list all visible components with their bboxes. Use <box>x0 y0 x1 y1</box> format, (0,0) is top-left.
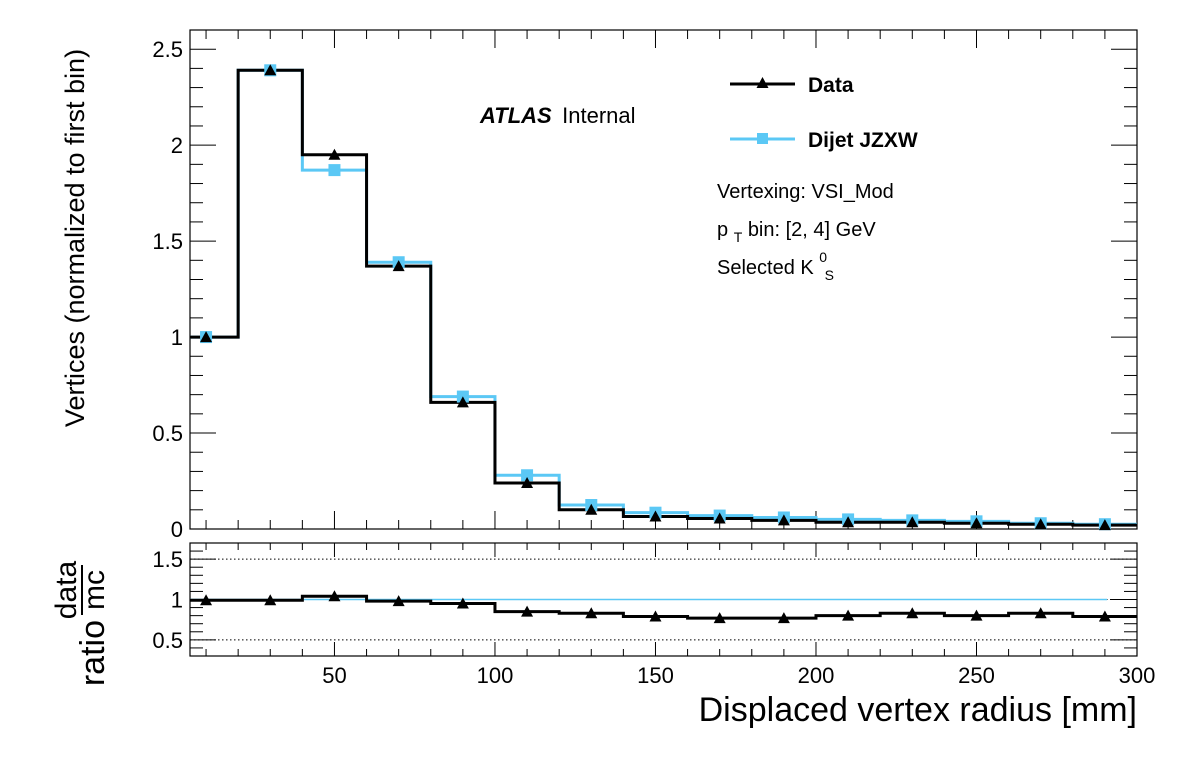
legend-data-label: Data <box>808 74 854 97</box>
data-point <box>392 260 405 272</box>
ratio-label-denominator: mc <box>78 570 111 610</box>
selected-sub: S <box>825 267 834 283</box>
ratio-point <box>649 610 662 622</box>
pt-bin-rest: bin: [2, 4] GeV <box>748 219 877 241</box>
data-point <box>906 516 919 528</box>
main-panel-frame <box>189 29 1138 530</box>
ratio-label-numerator: data <box>50 560 83 619</box>
atlas-label-bold: ATLAS <box>479 103 552 128</box>
x-tick-label: 100 <box>477 663 514 688</box>
x-axis-label: Displaced vertex radius [mm] <box>699 691 1137 729</box>
legend-data-marker <box>756 77 769 88</box>
x-tick-label: 150 <box>637 663 674 688</box>
ratio-series-layer <box>190 590 1137 624</box>
ratio-point <box>1034 607 1047 619</box>
x-tick-label: 250 <box>958 663 995 688</box>
selected-label: Selected K 0 S <box>717 245 834 283</box>
ratio-label-word: ratio <box>74 620 112 686</box>
data-point <box>1098 519 1111 531</box>
ratio-point <box>200 594 213 606</box>
main-y-tick-label: 2.5 <box>152 37 183 62</box>
selected-word: Selected K <box>717 257 814 279</box>
main-y-tick-label: 0 <box>171 517 183 542</box>
ratio-point <box>842 609 855 621</box>
main-y-axis-label: Vertices (normalized to first bin) <box>60 49 90 427</box>
atlas-label: ATLAS Internal <box>479 103 636 128</box>
data-point <box>777 514 790 526</box>
ratio-point <box>777 612 790 624</box>
vertexing-label: Vertexing: VSI_Mod <box>717 181 894 203</box>
data-point <box>328 148 341 160</box>
x-tick-label: 50 <box>322 663 346 688</box>
data-point <box>713 512 726 524</box>
data-point <box>970 517 983 529</box>
data-step-line <box>190 68 1137 527</box>
ratio-point <box>521 605 534 617</box>
ratio-point <box>906 607 919 619</box>
mc-step-line <box>190 68 1137 526</box>
legend-mc-marker <box>757 133 768 144</box>
data-point <box>200 331 213 343</box>
data-point <box>585 503 598 515</box>
ratio-y-tick-label: 0.5 <box>152 628 183 653</box>
pt-bin-label: p T bin: [2, 4] GeV <box>717 219 876 247</box>
x-tick-label: 200 <box>798 663 835 688</box>
ratio-axis-ticks: 50 100 150 200 250 300 0.5 1 1.5 <box>152 543 1155 688</box>
main-y-tick-label: 0.5 <box>152 421 183 446</box>
data-point <box>264 64 277 76</box>
ratio-point <box>456 597 469 609</box>
main-y-tick-label: 1 <box>171 325 183 350</box>
ratio-y-tick-label: 1.5 <box>152 547 183 572</box>
ratio-point <box>1098 610 1111 622</box>
data-point <box>456 396 469 408</box>
data-point <box>1034 518 1047 530</box>
atlas-label-rest: Internal <box>562 103 635 128</box>
pt-bin-p: p <box>717 219 728 241</box>
ratio-point <box>392 595 405 607</box>
data-point <box>842 516 855 528</box>
data-point <box>649 510 662 522</box>
ratio-point <box>713 612 726 624</box>
main-axis-ticks: 0 0.5 1 1.5 2 2.5 <box>152 29 1138 542</box>
ratio-point <box>970 609 983 621</box>
ratio-point <box>264 594 277 606</box>
main-y-tick-label: 2 <box>171 133 183 158</box>
mc-point <box>328 164 341 177</box>
data-point <box>521 476 534 488</box>
ratio-point <box>328 590 341 602</box>
x-tick-label: 300 <box>1119 663 1156 688</box>
ratio-y-tick-label: 1 <box>171 588 183 613</box>
main-series-layer <box>190 64 1137 531</box>
main-y-tick-label: 1.5 <box>152 229 183 254</box>
selected-sup: 0 <box>819 249 827 265</box>
legend: Data Dijet JZXW <box>730 74 918 152</box>
mc-point <box>521 469 534 482</box>
pt-bin-sub: T <box>734 229 743 245</box>
ratio-point <box>585 607 598 619</box>
legend-mc-label: Dijet JZXW <box>808 129 918 152</box>
ratio-y-axis-label: ratio data mc <box>50 560 112 686</box>
